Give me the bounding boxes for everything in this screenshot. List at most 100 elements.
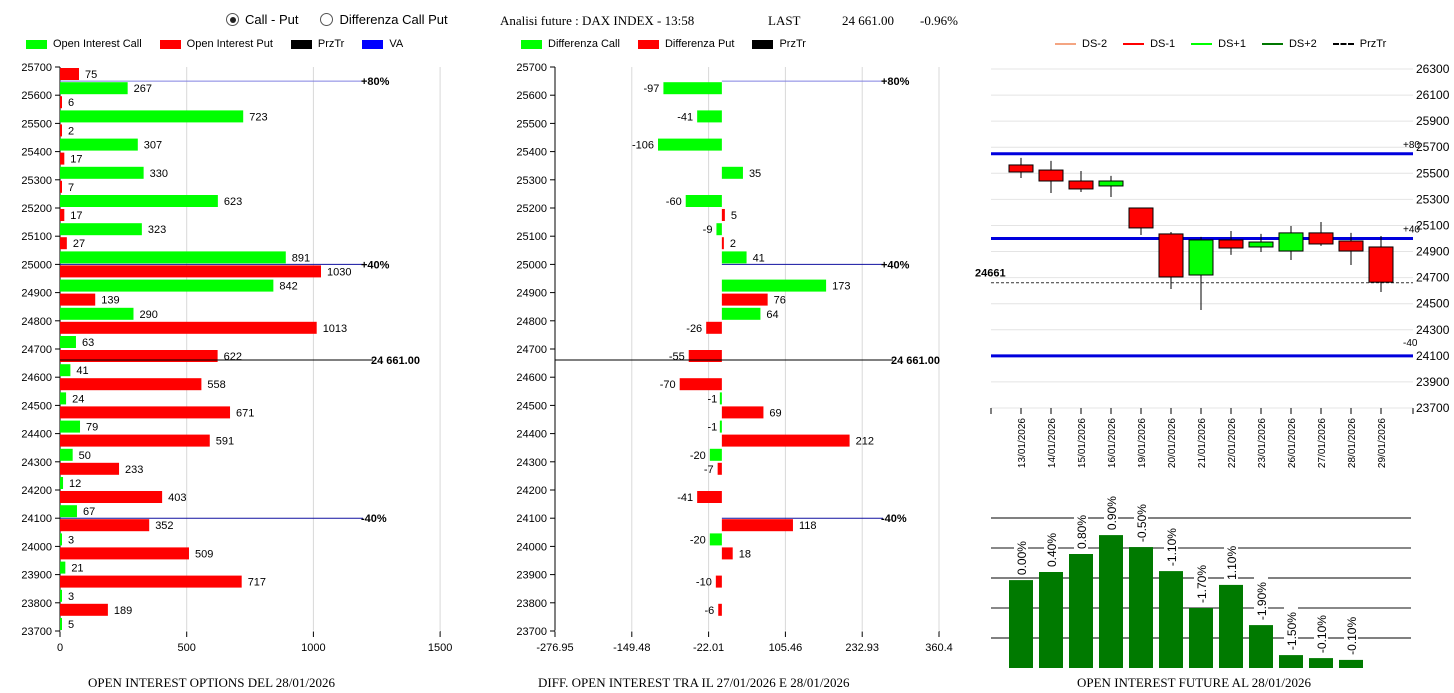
call-bar [60,195,218,207]
y-tick-label: 25000 [516,259,547,271]
bar-value-label: -1.10% [1165,528,1179,566]
future-bar [1249,625,1273,668]
candle-down [1008,164,1034,173]
candle-down [1218,239,1244,249]
bar-value-label: 3 [68,591,74,603]
candle-up [1278,232,1304,252]
bar-value-label: 18 [739,548,751,560]
bar-value-label: -106 [632,140,654,152]
va-level-label: +80 [1403,140,1420,151]
call-bar [60,533,62,546]
call-bar [709,448,722,461]
candle-down [1158,233,1184,278]
y-tick-label: 24100 [516,513,547,525]
y-tick-label: 24500 [1416,297,1450,311]
put-bar [60,265,322,278]
put-bar [60,491,163,503]
y-tick-label: 24500 [516,400,547,412]
legend-item-prztr: PrzTr [1332,38,1386,50]
y-tick-label: 24400 [516,429,547,441]
x-tick-label: -276.95 [536,642,573,654]
data-label-bg [1074,512,1088,549]
legend-item-call: Open Interest Call [26,38,142,50]
put-bar [60,547,189,560]
bar-value-label: 403 [168,492,186,504]
va-level-label: -40% [361,513,387,525]
bar-value-label: 2 [730,238,736,250]
candle-up [1188,239,1214,276]
legend-item-prztr: PrzTr [290,38,344,50]
bar-value-label: 307 [144,140,162,152]
bar-value-label: 24 [72,393,84,405]
bar-value-label: 622 [224,351,242,363]
view-mode-radio-group: Call - Put Differenza Call Put [226,12,448,27]
call-bar [709,533,722,546]
bar-value-label: -41 [677,111,693,123]
put-bar [60,180,62,193]
radio-call-put[interactable]: Call - Put [226,12,298,27]
chart-future-candles: 26300 26100 25900 25700 25500 25300 25100 24900… [975,62,1450,468]
radio-selected-icon [226,13,239,26]
price-line-label: 24 661.00 [891,355,940,367]
put-bar [60,462,120,475]
data-label-bg [1344,610,1358,655]
candle-down [1308,232,1334,245]
bar-value-label: -1.90% [1255,582,1269,620]
data-label-bg [1134,498,1148,543]
x-tick-label: 360.4 [925,642,953,654]
put-bar [721,237,724,250]
x-tick-label: 15/01/2026 [1077,418,1088,468]
y-tick-label: 25300 [1416,192,1450,206]
change-percent: -0.96% [920,13,958,28]
y-tick-label: 23900 [1416,375,1450,389]
put-bar [60,237,67,250]
bar-value-label: 0.00% [1015,541,1029,575]
candle-down [1128,207,1154,229]
call-bar [721,279,827,292]
call-bar [60,618,62,630]
data-label-bg [1314,609,1328,654]
radio-differenza-call-put[interactable]: Differenza Call Put [320,12,448,27]
put-bar [717,462,722,475]
radio-unselected-icon [320,13,334,26]
x-tick-label: 19/01/2026 [1137,418,1148,468]
bar-value-label: 17 [70,210,82,222]
bar-value-label: 35 [749,168,761,180]
call-bar [60,82,128,95]
future-bar [1309,658,1333,668]
legend-item-ds+2: DS+2 [1261,38,1317,50]
bar-value-label: -10 [696,577,712,589]
put-bar [706,321,722,334]
call-bar [60,336,76,348]
put-bar [60,378,202,391]
legend-swatch [159,39,181,49]
call-bar [60,138,138,151]
bar-value-label: -70 [660,379,676,391]
x-tick-label: 20/01/2026 [1167,418,1178,468]
future-bar [1339,659,1363,668]
y-tick-label: 24100 [21,513,52,525]
data-label-bg [1044,530,1058,567]
y-tick-label: 24300 [1416,323,1450,337]
bar-value-label: 891 [292,252,310,264]
price-line-label: 24 661.00 [371,355,420,367]
legend-swatch [362,39,384,49]
chart-oi-diff: -276.95 -149.48 -22.01 105.46 232.93 360.4257… [516,62,952,654]
call-bar [721,251,747,264]
bar-value-label: 76 [774,295,786,307]
x-tick-label: 28/01/2026 [1347,418,1358,468]
legend-line [1055,43,1076,45]
put-bar [688,350,722,362]
y-tick-label: 24700 [1416,271,1450,285]
put-bar [60,321,317,334]
legend-swatch [521,39,542,49]
data-label-bg [1164,522,1178,567]
put-bar [721,293,768,306]
bar-value-label: 17 [70,154,82,166]
y-tick-label: 23900 [516,570,547,582]
bar-value-label: 63 [82,337,94,349]
bar-value-label: 1.10% [1225,546,1239,580]
put-bar [721,547,733,560]
x-tick-label: 29/01/2026 [1377,418,1388,468]
bar-value-label: -20 [690,450,706,462]
